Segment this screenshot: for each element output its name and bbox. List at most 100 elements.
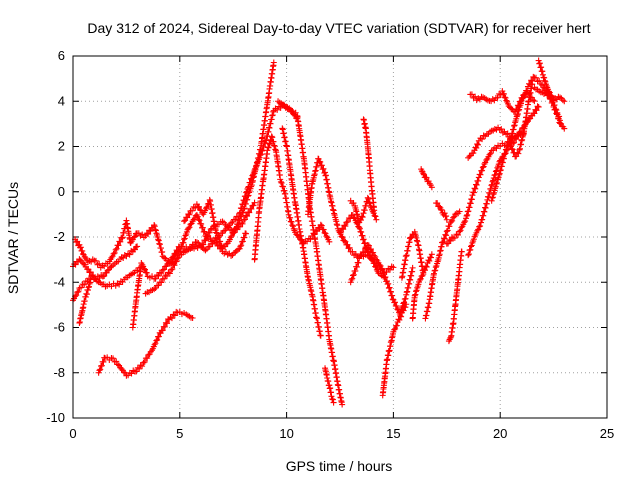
data-point [541, 77, 548, 84]
data-point [412, 288, 419, 295]
data-point [379, 266, 386, 273]
data-point [155, 282, 162, 289]
data-point [524, 87, 531, 94]
data-point [232, 225, 239, 232]
data-point [167, 314, 174, 321]
data-point [455, 231, 462, 238]
data-point [376, 261, 383, 268]
data-point [503, 146, 510, 153]
data-point [118, 365, 125, 372]
data-point [364, 241, 371, 248]
data-point [553, 107, 560, 114]
plot-frame [72, 55, 608, 419]
data-point [345, 245, 352, 252]
data-point [242, 200, 249, 207]
data-point [380, 270, 387, 277]
data-point [373, 256, 380, 263]
data-point [203, 204, 210, 211]
data-point [96, 260, 103, 267]
data-point [470, 150, 477, 157]
y-axis-label: SDTVAR / TECUs [5, 182, 21, 294]
data-point [422, 263, 429, 270]
data-point [220, 227, 227, 234]
data-point [288, 218, 295, 225]
data-series [95, 308, 196, 379]
data-point [110, 355, 117, 362]
data-point [209, 240, 216, 247]
data-point [432, 264, 439, 271]
data-point [502, 150, 509, 157]
data-point [479, 167, 486, 174]
data-point [559, 97, 566, 104]
data-point [322, 230, 329, 237]
data-point [350, 214, 357, 221]
data-point [501, 151, 508, 158]
data-point [228, 233, 235, 240]
data-point [372, 213, 379, 220]
data-point [490, 175, 497, 182]
data-point [241, 205, 248, 212]
data-point [449, 217, 456, 224]
data-point [200, 241, 207, 248]
data-point [352, 267, 359, 274]
data-point [248, 206, 255, 213]
data-point [359, 232, 366, 239]
y-tick-label: 4 [58, 93, 65, 108]
data-point [536, 60, 543, 67]
x-tick-label: 25 [600, 426, 614, 441]
data-point [447, 237, 454, 244]
data-point [443, 228, 450, 235]
data-point [403, 301, 410, 308]
data-point [228, 220, 235, 227]
data-point [418, 168, 425, 175]
data-point [387, 288, 394, 295]
data-series [337, 212, 388, 281]
data-point [389, 292, 396, 299]
data-point [147, 348, 154, 355]
data-point [389, 296, 396, 303]
data-point [76, 256, 83, 263]
data-point [222, 243, 229, 250]
data-point [355, 259, 362, 266]
x-tick-label: 20 [493, 426, 507, 441]
data-point [469, 192, 476, 199]
data-point [251, 199, 258, 206]
data-point [189, 314, 196, 321]
data-point [528, 77, 535, 84]
x-tick-label: 15 [386, 426, 400, 441]
data-point [444, 227, 451, 234]
data-point [483, 157, 490, 164]
data-point [223, 240, 230, 247]
y-tick-label: 0 [58, 184, 65, 199]
data-point [530, 73, 537, 80]
data-point [158, 279, 165, 286]
data-point [482, 204, 489, 211]
data-point [245, 192, 252, 199]
data-point [402, 304, 409, 311]
data-series [535, 57, 568, 132]
data-point [358, 229, 365, 236]
data-point [473, 144, 480, 151]
data-point [372, 253, 379, 260]
data-point [349, 275, 356, 282]
data-point [458, 224, 465, 231]
data-point [356, 225, 363, 232]
data-point [329, 396, 336, 403]
data-point [72, 261, 79, 268]
data-point [202, 237, 209, 244]
data-point [484, 196, 491, 203]
data-point [561, 125, 568, 132]
data-point [463, 212, 470, 219]
data-point [530, 97, 537, 104]
data-point [169, 254, 176, 261]
data-point [243, 230, 250, 237]
data-point [126, 251, 133, 258]
data-point [383, 269, 390, 276]
data-point [101, 273, 108, 280]
data-point [290, 223, 297, 230]
data-point [120, 369, 127, 376]
data-point [488, 182, 495, 189]
data-point [141, 358, 148, 365]
data-point [370, 249, 377, 256]
data-point [134, 243, 141, 250]
